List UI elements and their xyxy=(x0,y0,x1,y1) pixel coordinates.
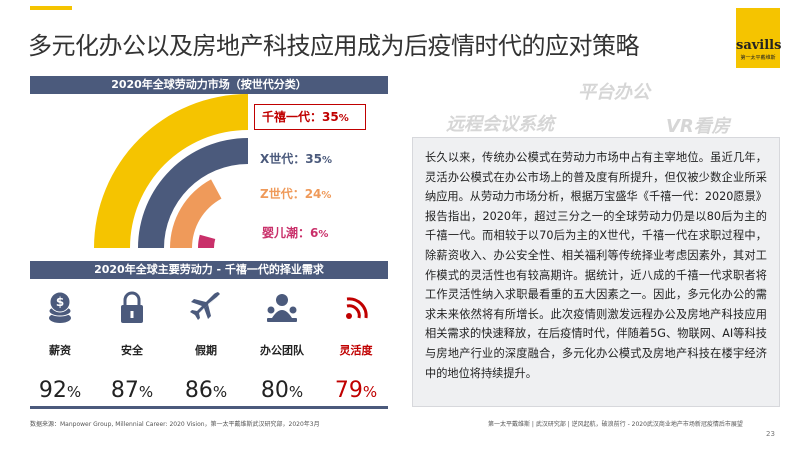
need-unit: % xyxy=(138,383,154,401)
need-value: 80 xyxy=(260,378,289,403)
svg-text:$: $ xyxy=(56,295,64,309)
gen-value: 6 xyxy=(310,226,319,240)
page-footer: 第一太平戴维斯 | 武汉研究部 | 逆风起航，破浪前行 - 2020武汉商业地产… xyxy=(488,421,743,428)
gen-value: 35 xyxy=(305,152,322,166)
need-item-flexibility: 灵活度 79% xyxy=(326,290,386,403)
gen-unit: % xyxy=(338,113,349,124)
needs-title: 2020年全球主要劳动力 - 千禧一代的择业需求 xyxy=(30,261,388,279)
ghost-word-vr: VR看房 xyxy=(666,116,730,137)
gen-label-millennial: 千禧一代：35% xyxy=(262,108,349,125)
logo-tagline: 第一太平戴维斯 xyxy=(740,55,776,61)
need-value-wrap: 87% xyxy=(102,378,162,403)
need-unit: % xyxy=(288,383,304,401)
gen-unit: % xyxy=(318,229,329,240)
bottom-rule xyxy=(30,406,388,409)
gen-name: 千禧一代： xyxy=(262,110,323,124)
logo-name: savills xyxy=(736,38,782,53)
need-label: 灵活度 xyxy=(339,344,373,357)
page-number: 23 xyxy=(766,430,775,438)
gen-name: 婴儿潮： xyxy=(262,226,311,240)
gen-name: Z世代： xyxy=(260,187,305,201)
summary-paragraph: 长久以来，传统办公模式在劳动力市场中占有主宰地位。虽近几年，灵活办公模式在办公市… xyxy=(425,151,767,380)
arc-boomer xyxy=(198,234,216,248)
need-value-wrap: 92% xyxy=(30,378,90,403)
lock-icon xyxy=(102,290,162,330)
needs-row: $ 薪资 92% 安全 87% 假期 86% 办公团队 80% 灵活度 79% xyxy=(30,290,388,410)
arc-x xyxy=(138,138,248,248)
gen-label-z: Z世代：24% xyxy=(260,185,331,202)
ghost-word-remote: 远程会议系统 xyxy=(446,114,554,135)
need-value: 86 xyxy=(184,378,213,403)
arc-z xyxy=(170,179,222,248)
need-unit: % xyxy=(362,383,378,401)
gen-value: 35 xyxy=(322,110,339,124)
need-unit: % xyxy=(212,383,228,401)
need-item-team: 办公团队 80% xyxy=(252,290,312,403)
gen-value: 24 xyxy=(304,187,322,201)
need-value-wrap: 86% xyxy=(176,378,236,403)
need-label: 办公团队 xyxy=(260,344,304,357)
need-value-wrap: 80% xyxy=(252,378,312,403)
gen-unit: % xyxy=(321,190,332,201)
top-accent-bar xyxy=(30,6,72,10)
chart-title: 2020年全球劳动力市场（按世代分类） xyxy=(30,76,388,94)
team-icon xyxy=(252,290,312,330)
airplane-icon xyxy=(176,290,236,330)
money-icon: $ xyxy=(30,290,90,330)
arc-millennial xyxy=(94,94,248,248)
need-item-vacation: 假期 86% xyxy=(176,290,236,403)
millennial-highlight-box xyxy=(254,104,366,130)
need-value: 79 xyxy=(334,378,363,403)
need-item-salary: $ 薪资 92% xyxy=(30,290,90,403)
gen-label-x: X世代：35% xyxy=(260,150,332,167)
need-value: 87 xyxy=(110,378,139,403)
need-unit: % xyxy=(66,383,82,401)
wifi-icon xyxy=(326,290,386,330)
gen-name: X世代： xyxy=(260,152,306,166)
gen-unit: % xyxy=(321,155,332,166)
need-value-wrap: 79% xyxy=(326,378,386,403)
need-label: 薪资 xyxy=(49,344,71,357)
ghost-word-platform: 平台办公 xyxy=(578,82,650,103)
savills-logo: savills 第一太平戴维斯 xyxy=(736,8,782,68)
need-label: 安全 xyxy=(121,344,143,357)
need-item-security: 安全 87% xyxy=(102,290,162,403)
gen-label-boomer: 婴儿潮：6% xyxy=(262,224,328,241)
need-label: 假期 xyxy=(195,344,217,357)
data-source: 数据来源：Manpower Group, Millennial Career: … xyxy=(30,421,320,428)
summary-textbox: 长久以来，传统办公模式在劳动力市场中占有主宰地位。虽近几年，灵活办公模式在办公市… xyxy=(412,137,780,407)
page-title: 多元化办公以及房地产科技应用成为后疫情时代的应对策略 xyxy=(28,32,640,60)
need-value: 92 xyxy=(38,378,67,403)
